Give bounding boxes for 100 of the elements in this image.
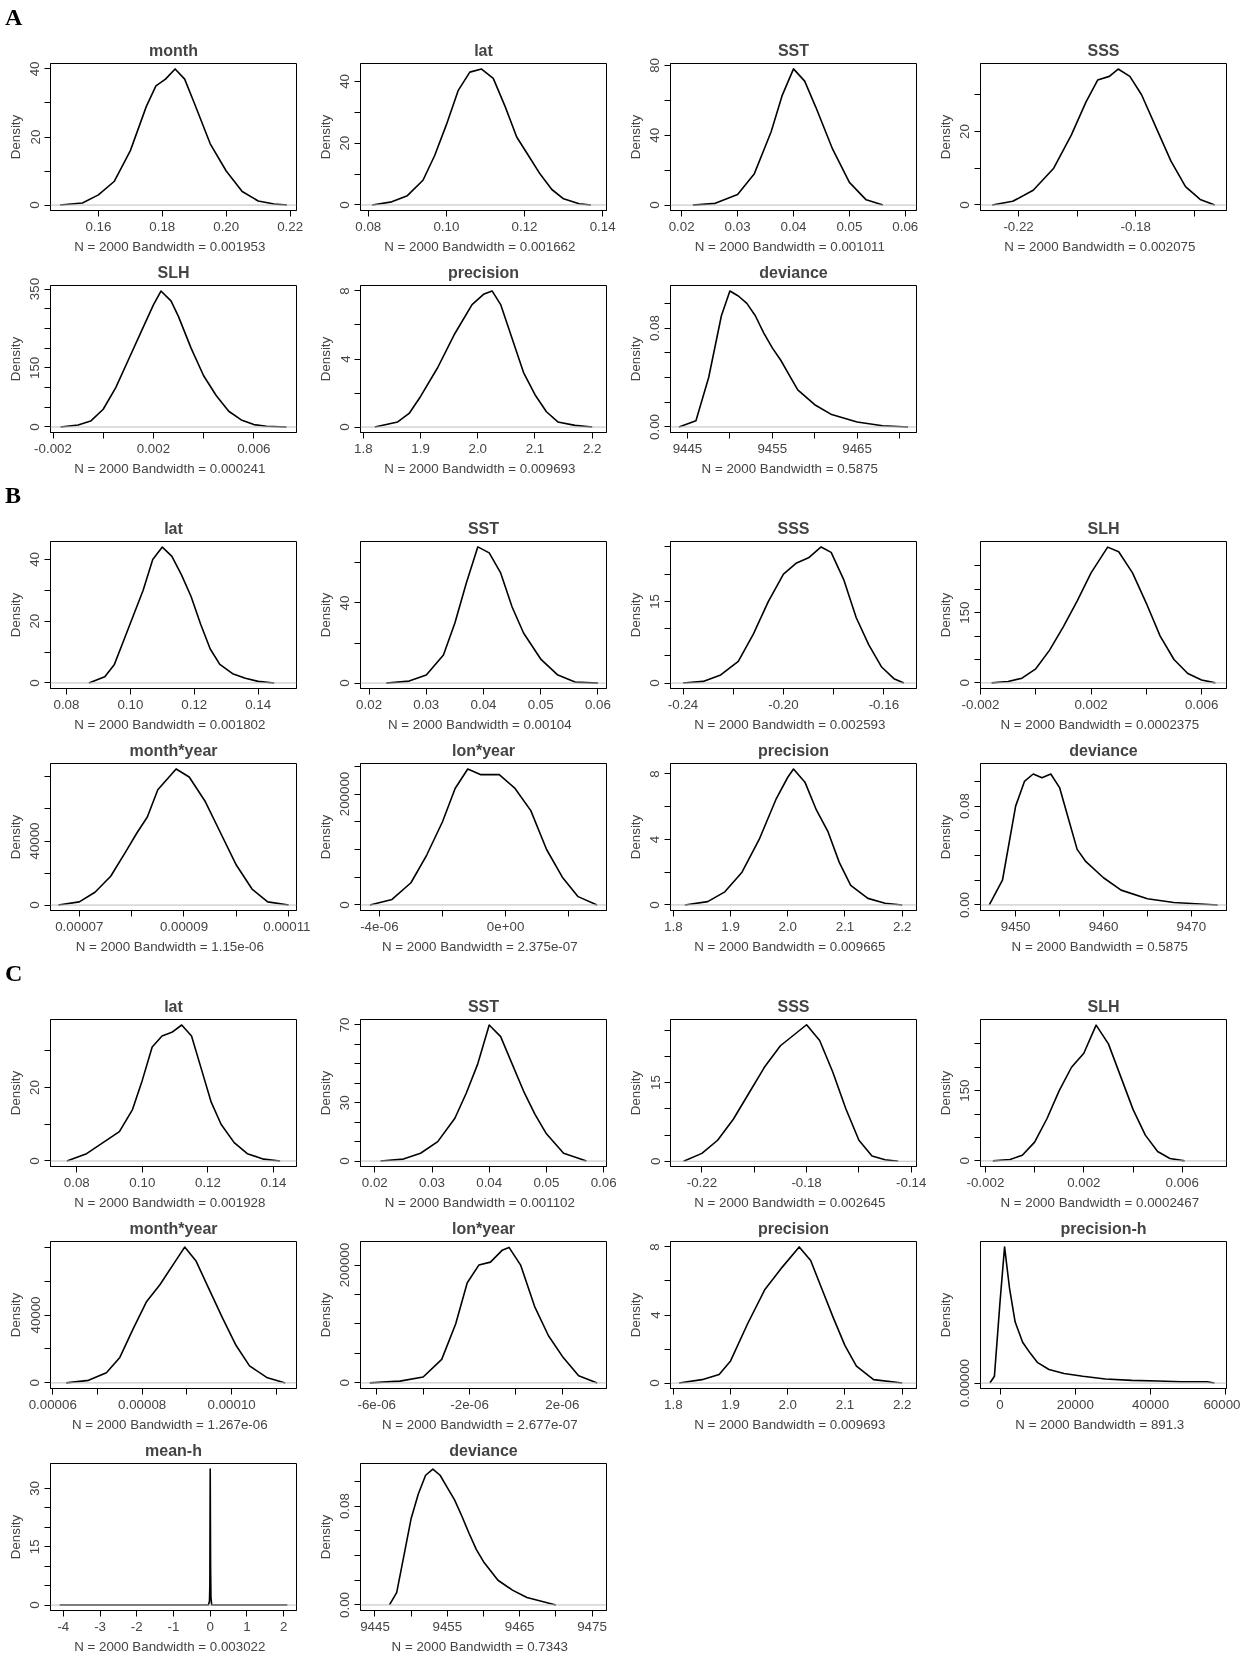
y-tick-label: 0 <box>27 423 43 431</box>
x-tick-label: -0.24 <box>667 696 699 712</box>
x-axis-title: N = 2000 Bandwidth = 0.001102 <box>384 1194 575 1210</box>
x-tick-label: 0.04 <box>780 218 808 234</box>
x-tick-label: 1.8 <box>664 1396 683 1412</box>
x-tick-label: 20000 <box>1056 1396 1094 1412</box>
text: C <box>5 960 23 986</box>
x-tick-label: 0.06 <box>584 696 611 712</box>
chart-title: SST <box>777 41 810 59</box>
y-axis-title: Density <box>937 114 953 160</box>
chart-title: month*year <box>129 741 218 759</box>
x-tick-label: 9445 <box>360 1618 390 1634</box>
y-tick-label: 40 <box>27 61 43 77</box>
y-tick-label: 8 <box>647 770 663 778</box>
x-tick-label: 2.1 <box>525 440 545 456</box>
x-axis-title: N = 2000 Bandwidth = 0.009665 <box>694 938 886 954</box>
x-tick-label: 0.006 <box>237 440 271 456</box>
chart-title: SLH <box>157 263 190 281</box>
y-axis-title: Density <box>317 1514 333 1560</box>
x-tick-label: 9465 <box>504 1618 535 1634</box>
x-axis-title: N = 2000 Bandwidth = 0.009693 <box>694 1416 886 1432</box>
chart-title: SST <box>467 997 500 1015</box>
x-tick-label: 2.0 <box>468 440 488 456</box>
x-tick-label: 0.03 <box>413 696 440 712</box>
x-axis-title: N = 2000 Bandwidth = 2.677e-07 <box>381 1416 578 1432</box>
x-tick-label: 0.20 <box>213 218 240 234</box>
x-axis-title: N = 2000 Bandwidth = 0.002645 <box>694 1194 886 1210</box>
y-axis-title: Density <box>7 1070 23 1116</box>
x-tick-label: 0.14 <box>245 696 272 712</box>
x-tick-label: 9465 <box>842 440 872 456</box>
x-tick-label: 0.03 <box>419 1174 445 1190</box>
x-tick-label: 0.02 <box>668 218 695 234</box>
y-axis-title: Density <box>627 1292 643 1338</box>
x-tick-label: 2.2 <box>582 440 602 456</box>
x-tick-label: 0.00009 <box>159 918 209 934</box>
x-tick-label: 1.8 <box>664 918 683 934</box>
x-axis-title: N = 2000 Bandwidth = 0.0002467 <box>1000 1194 1200 1210</box>
y-tick-label: 8 <box>337 287 353 295</box>
y-axis-title: Density <box>937 1070 953 1116</box>
y-axis-title: Density <box>7 336 23 382</box>
chart-title: lat <box>474 41 494 59</box>
x-tick-label: 0.14 <box>589 218 617 234</box>
x-tick-label: 40000 <box>1131 1396 1170 1412</box>
x-tick-label: 0.10 <box>117 696 144 712</box>
y-tick-label: 0 <box>957 1157 973 1165</box>
y-tick-label: 15 <box>27 1539 43 1555</box>
x-tick-label: 0.08 <box>63 1174 90 1190</box>
x-tick-label: 0.08 <box>355 218 382 234</box>
x-tick-label: 0 <box>206 1618 214 1634</box>
x-tick-label: -4 <box>57 1618 70 1634</box>
y-tick-label: 20 <box>27 1080 43 1095</box>
x-tick-label: 1 <box>243 1618 251 1634</box>
x-tick-label: 9445 <box>672 440 703 456</box>
y-tick-label: 40 <box>337 74 353 89</box>
chart-title: SLH <box>1087 519 1120 537</box>
chart-title: lat <box>164 997 184 1015</box>
y-tick-label: 0 <box>647 1379 663 1387</box>
x-tick-label: -0.002 <box>961 696 1000 712</box>
y-tick-label: 0 <box>337 423 353 431</box>
y-tick-label: 0 <box>337 679 353 687</box>
chart-title: month <box>149 41 198 59</box>
x-tick-label: -0.18 <box>791 1174 822 1190</box>
x-axis-title: N = 2000 Bandwidth = 0.7343 <box>391 1638 568 1654</box>
x-tick-label: 9455 <box>432 1618 463 1634</box>
x-tick-label: -0.20 <box>768 696 799 712</box>
x-tick-label: 0.06 <box>892 218 919 234</box>
x-tick-label: -0.22 <box>1003 218 1034 234</box>
x-tick-label: 2.2 <box>892 918 912 934</box>
x-tick-label: 9475 <box>577 1618 607 1634</box>
y-tick-label: 20 <box>337 135 353 151</box>
y-axis-title: Density <box>627 814 643 860</box>
x-tick-label: 1.9 <box>411 440 430 456</box>
x-axis-title: N = 2000 Bandwidth = 0.001011 <box>694 238 885 254</box>
y-axis-title: Density <box>7 1514 23 1560</box>
y-tick-label: 0 <box>957 679 973 687</box>
x-tick-label: -3 <box>94 1618 106 1634</box>
x-tick-label: 2.1 <box>835 1396 855 1412</box>
x-tick-label: 0.04 <box>470 696 498 712</box>
x-tick-label: 1.8 <box>354 440 373 456</box>
x-tick-label: -0.16 <box>868 696 900 712</box>
y-axis-title: Density <box>317 114 333 160</box>
text: A <box>5 4 23 30</box>
chart-title: SST <box>467 519 500 537</box>
x-tick-label: 2.0 <box>778 918 798 934</box>
x-tick-label: 0.00008 <box>118 1396 167 1412</box>
x-tick-label: -2e-06 <box>450 1396 489 1412</box>
y-tick-label: 15 <box>647 593 663 609</box>
y-axis-title: Density <box>627 114 643 160</box>
x-tick-label: 9470 <box>1176 918 1207 934</box>
y-axis-title: Density <box>7 1292 23 1338</box>
y-tick-label: 20 <box>957 124 973 139</box>
x-tick-label: -6e-06 <box>357 1396 397 1412</box>
y-axis-title: Density <box>317 592 333 638</box>
x-tick-label: 0.05 <box>836 218 863 234</box>
x-axis-title: N = 2000 Bandwidth = 0.000241 <box>74 460 266 476</box>
x-tick-label: 0.002 <box>136 440 171 456</box>
y-tick-label: 0 <box>957 201 973 209</box>
x-tick-label: 0.12 <box>181 696 208 712</box>
y-tick-label: 0.08 <box>337 1493 353 1520</box>
y-axis-title: Density <box>937 1292 953 1338</box>
